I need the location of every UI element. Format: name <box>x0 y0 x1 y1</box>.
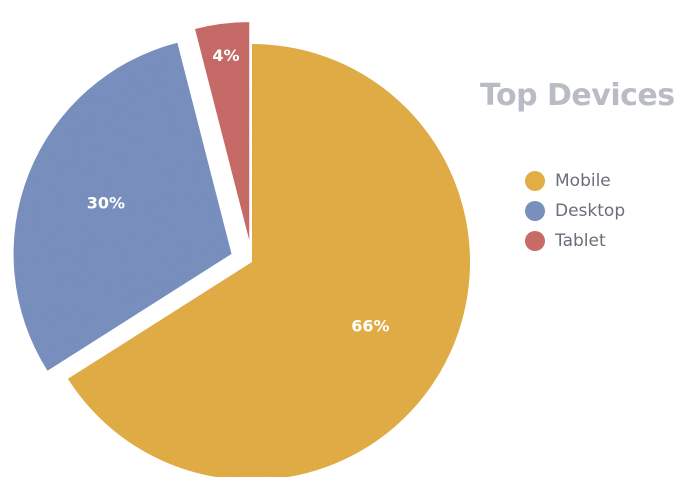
legend-swatch-mobile <box>525 171 545 191</box>
chart-title: Top Devices <box>480 78 675 113</box>
legend-item-desktop: Desktop <box>525 196 625 226</box>
pie-slice-labels: 66% 30% 4% <box>87 46 390 336</box>
pie-slice-mobile <box>67 44 470 477</box>
slice-label-desktop: 30% <box>87 194 125 213</box>
legend-item-mobile: Mobile <box>525 166 625 196</box>
pie-slice-tablet <box>195 22 250 241</box>
legend-label-tablet: Tablet <box>555 231 606 251</box>
legend-swatch-desktop <box>525 201 545 221</box>
legend-item-tablet: Tablet <box>525 226 625 256</box>
slice-label-tablet: 4% <box>212 46 239 65</box>
legend-label-mobile: Mobile <box>555 171 611 191</box>
pie-slices <box>13 22 470 477</box>
pie-slice-desktop <box>13 42 232 371</box>
slice-label-mobile: 66% <box>351 317 389 336</box>
legend-swatch-tablet <box>525 231 545 251</box>
legend-label-desktop: Desktop <box>555 201 626 221</box>
legend: Mobile Desktop Tablet <box>525 166 625 256</box>
